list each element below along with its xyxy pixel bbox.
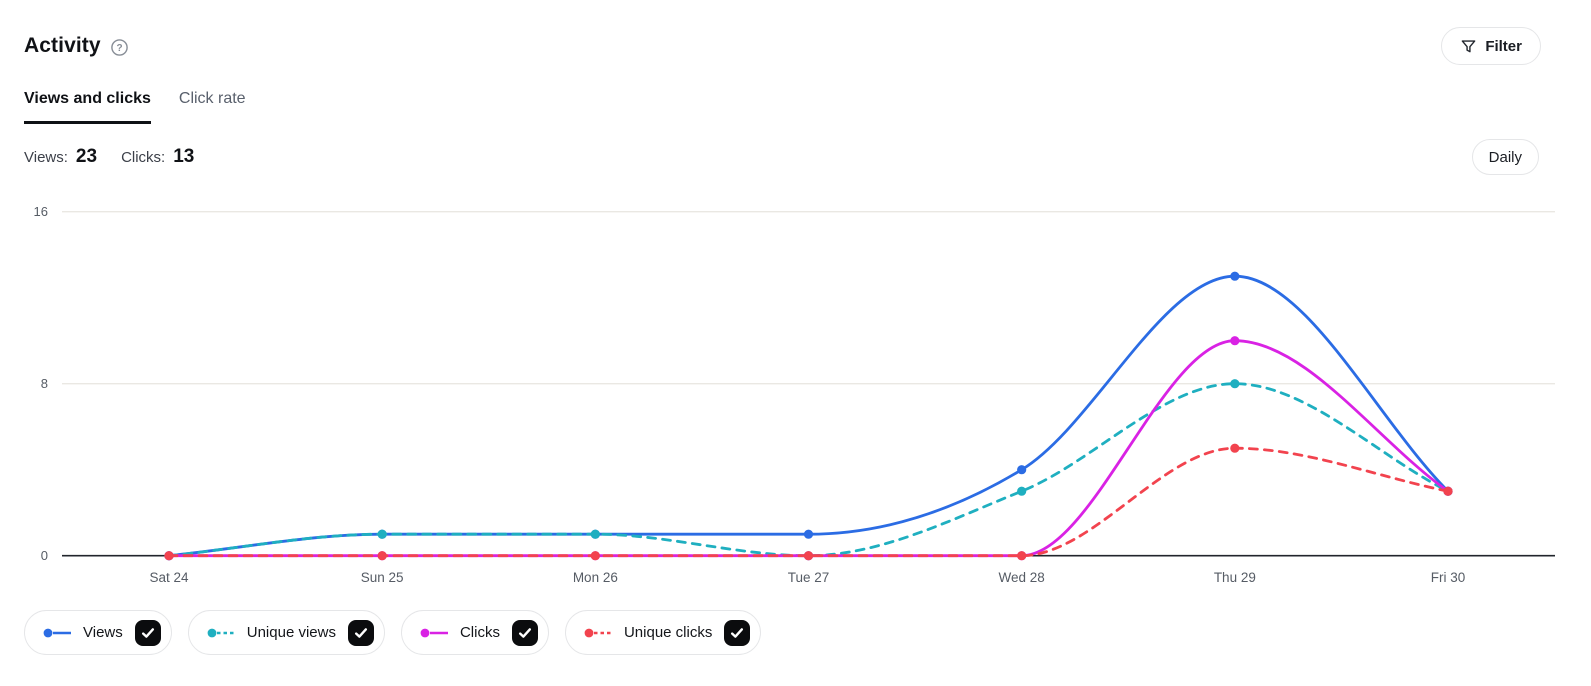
x-axis-tick-label: Fri 30 bbox=[1431, 570, 1466, 585]
legend-pill-clicks[interactable]: Clicks bbox=[400, 610, 549, 655]
stats-row: Views: 23 Clicks: 13 Daily bbox=[24, 139, 1539, 175]
legend-checkbox-clicks[interactable] bbox=[511, 619, 538, 646]
series-dot-unique-views[interactable] bbox=[590, 529, 600, 539]
series-line-unique-clicks bbox=[167, 446, 1450, 558]
legend-marker-dot bbox=[584, 628, 594, 637]
x-axis-tick-label: Mon 26 bbox=[573, 570, 618, 585]
y-axis-tick-label: 16 bbox=[34, 204, 48, 219]
y-axis-tick-label: 0 bbox=[41, 548, 48, 563]
legend-checkbox-unique-clicks[interactable] bbox=[724, 619, 751, 646]
series-dot-unique-clicks[interactable] bbox=[590, 551, 600, 561]
funnel-icon bbox=[1460, 38, 1477, 55]
legend-pill-unique-clicks[interactable]: Unique clicks bbox=[564, 610, 762, 655]
legend-marker-clicks bbox=[420, 628, 448, 637]
tab-click-rate[interactable]: Click rate bbox=[178, 90, 246, 107]
check-icon bbox=[354, 627, 367, 638]
clicks-stat-label: Clicks: bbox=[121, 149, 166, 166]
series-dot-unique-clicks[interactable] bbox=[1017, 551, 1027, 561]
series-dot-clicks[interactable] bbox=[1230, 336, 1240, 346]
filter-button[interactable]: Filter bbox=[1441, 27, 1541, 65]
legend-checkbox-unique-views[interactable] bbox=[347, 619, 374, 646]
filter-button-label: Filter bbox=[1485, 37, 1522, 55]
series-dot-unique-views[interactable] bbox=[377, 529, 387, 539]
legend-label-unique-views: Unique views bbox=[246, 624, 336, 641]
check-icon bbox=[518, 627, 531, 638]
legend-marker-dot bbox=[207, 628, 217, 637]
views-stat-value: 23 bbox=[75, 146, 98, 167]
series-dot-unique-clicks[interactable] bbox=[1443, 486, 1453, 496]
series-dot-unique-clicks[interactable] bbox=[1230, 443, 1240, 453]
check-glyph bbox=[518, 627, 531, 638]
views-stat-label: Views: bbox=[24, 149, 68, 166]
series-dot-unique-views[interactable] bbox=[1230, 379, 1240, 389]
period-selector-button[interactable]: Daily bbox=[1471, 139, 1539, 175]
period-selector-label: Daily bbox=[1488, 148, 1522, 166]
legend-pill-unique-views[interactable]: Unique views bbox=[187, 610, 385, 655]
series-dot-unique-clicks[interactable] bbox=[377, 551, 387, 561]
tab-views-and-clicks[interactable]: Views and clicks bbox=[24, 90, 151, 124]
x-axis-tick-label: Wed 28 bbox=[999, 570, 1045, 585]
series-dot-views[interactable] bbox=[803, 529, 814, 539]
series-dot-views[interactable] bbox=[1017, 465, 1027, 475]
series-dot-views[interactable] bbox=[1230, 271, 1240, 281]
series-dot-unique-clicks[interactable] bbox=[803, 551, 814, 561]
legend-label-views: Views bbox=[83, 624, 123, 641]
activity-line-chart[interactable]: 16 8 0 Sat 24 Sun 25 Mon 26 Tue 27 Wed 28 Thu 29… bbox=[0, 195, 1591, 595]
check-icon bbox=[141, 627, 154, 638]
header: Activity ? Filter bbox=[24, 24, 1541, 68]
check-glyph bbox=[731, 627, 744, 638]
legend-label-clicks: Clicks bbox=[459, 624, 500, 641]
help-icon[interactable]: ? bbox=[110, 38, 129, 57]
clicks-stat: Clicks: 13 bbox=[121, 146, 194, 168]
legend-label-unique-clicks: Unique clicks bbox=[623, 624, 713, 641]
svg-text:?: ? bbox=[116, 43, 122, 54]
series-dot-unique-clicks[interactable] bbox=[164, 551, 174, 561]
legend-marker-views bbox=[43, 628, 71, 637]
page-title: Activity bbox=[24, 34, 101, 57]
x-axis-tick-label: Tue 27 bbox=[788, 570, 830, 585]
views-stat: Views: 23 bbox=[24, 146, 97, 168]
legend-marker-dot bbox=[420, 628, 430, 637]
chart-legend: Views Unique views Clicks Unique clicks bbox=[24, 610, 762, 655]
legend-checkbox-views[interactable] bbox=[134, 619, 161, 646]
check-glyph bbox=[141, 627, 154, 638]
check-glyph bbox=[354, 627, 367, 638]
series-dot-unique-views[interactable] bbox=[1017, 486, 1027, 496]
legend-marker-unique-clicks bbox=[584, 628, 612, 637]
tab-bar: Views and clicks Click rate bbox=[24, 90, 246, 124]
y-axis-tick-label: 8 bbox=[41, 376, 48, 391]
x-axis-tick-label: Sun 25 bbox=[361, 570, 404, 585]
legend-marker-dot bbox=[43, 628, 53, 637]
check-icon bbox=[731, 627, 744, 638]
x-axis-tick-label: Sat 24 bbox=[149, 570, 189, 585]
series-line-views bbox=[167, 274, 1450, 558]
legend-pill-views[interactable]: Views bbox=[24, 610, 172, 655]
clicks-stat-value: 13 bbox=[173, 146, 195, 167]
legend-marker-unique-views bbox=[207, 628, 235, 637]
x-axis-tick-label: Thu 29 bbox=[1214, 570, 1256, 585]
